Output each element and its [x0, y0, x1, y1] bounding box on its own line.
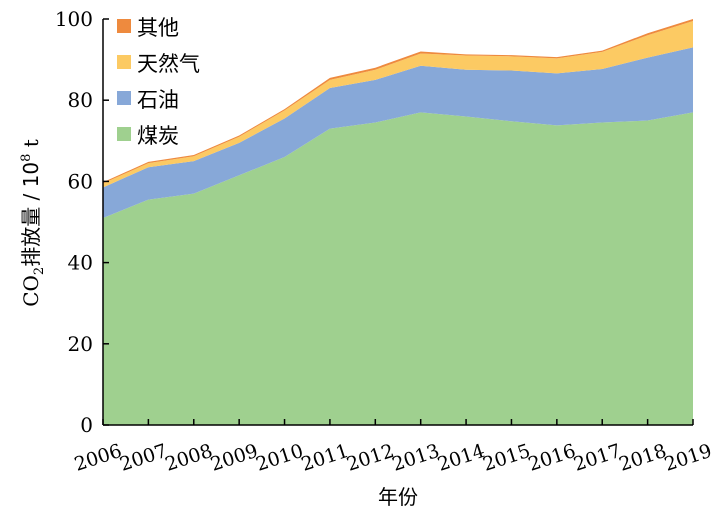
y-ticks-group: 0 20 40 60 80 100	[55, 7, 109, 437]
y-tick-label-5: 100	[55, 7, 93, 31]
legend-label-0: 其他	[137, 16, 179, 40]
y-axis-label-sub: 2	[32, 267, 47, 275]
y-axis-label-unit: t	[19, 139, 43, 153]
x-tick-label-1: 2007	[117, 440, 170, 476]
x-tick-label-3: 2009	[208, 440, 261, 476]
y-axis-label: CO2排放量 / 108 t	[19, 139, 47, 307]
legend-swatch-1	[117, 55, 131, 69]
area-series-2	[103, 21, 693, 188]
legend-label-1: 天然气	[137, 52, 200, 76]
x-tick-label-13: 2019	[662, 440, 712, 476]
y-tick-label-1: 20	[68, 332, 93, 356]
legend-swatch-0	[117, 19, 131, 33]
x-tick-label-11: 2017	[571, 440, 624, 476]
x-tick-label-6: 2012	[344, 440, 397, 476]
x-tick-label-0: 2006	[72, 440, 125, 476]
y-axis-label-main: 排放量 / 10	[19, 162, 43, 267]
area-series-1	[103, 47, 693, 218]
y-axis-label-sup: 8	[19, 154, 34, 162]
x-tick-label-12: 2018	[616, 440, 669, 476]
y-tick-label-4: 80	[68, 88, 93, 112]
axes-group	[102, 19, 693, 426]
x-tick-label-8: 2014	[435, 440, 488, 476]
legend-swatch-3	[117, 127, 131, 141]
legend-label-2: 石油	[137, 88, 179, 112]
area-series-0	[103, 112, 693, 425]
x-tick-label-10: 2016	[526, 440, 579, 476]
legend-label-3: 煤炭	[137, 124, 179, 148]
x-tick-label-7: 2013	[389, 440, 442, 476]
x-axis-label: 年份	[378, 485, 418, 509]
x-tick-label-4: 2010	[253, 440, 306, 476]
x-ticks-group: 2006200720082009201020112012201320142015…	[72, 419, 712, 476]
x-tick-label-9: 2015	[480, 440, 533, 476]
y-axis-label-co: CO	[19, 275, 43, 307]
area-series-group	[103, 19, 693, 425]
x-tick-label-2: 2008	[163, 440, 216, 476]
y-tick-label-3: 60	[68, 169, 93, 193]
y-tick-label-0: 0	[80, 413, 93, 437]
y-tick-label-2: 40	[68, 251, 93, 275]
x-tick-label-5: 2011	[299, 440, 352, 476]
legend-swatch-2	[117, 91, 131, 105]
